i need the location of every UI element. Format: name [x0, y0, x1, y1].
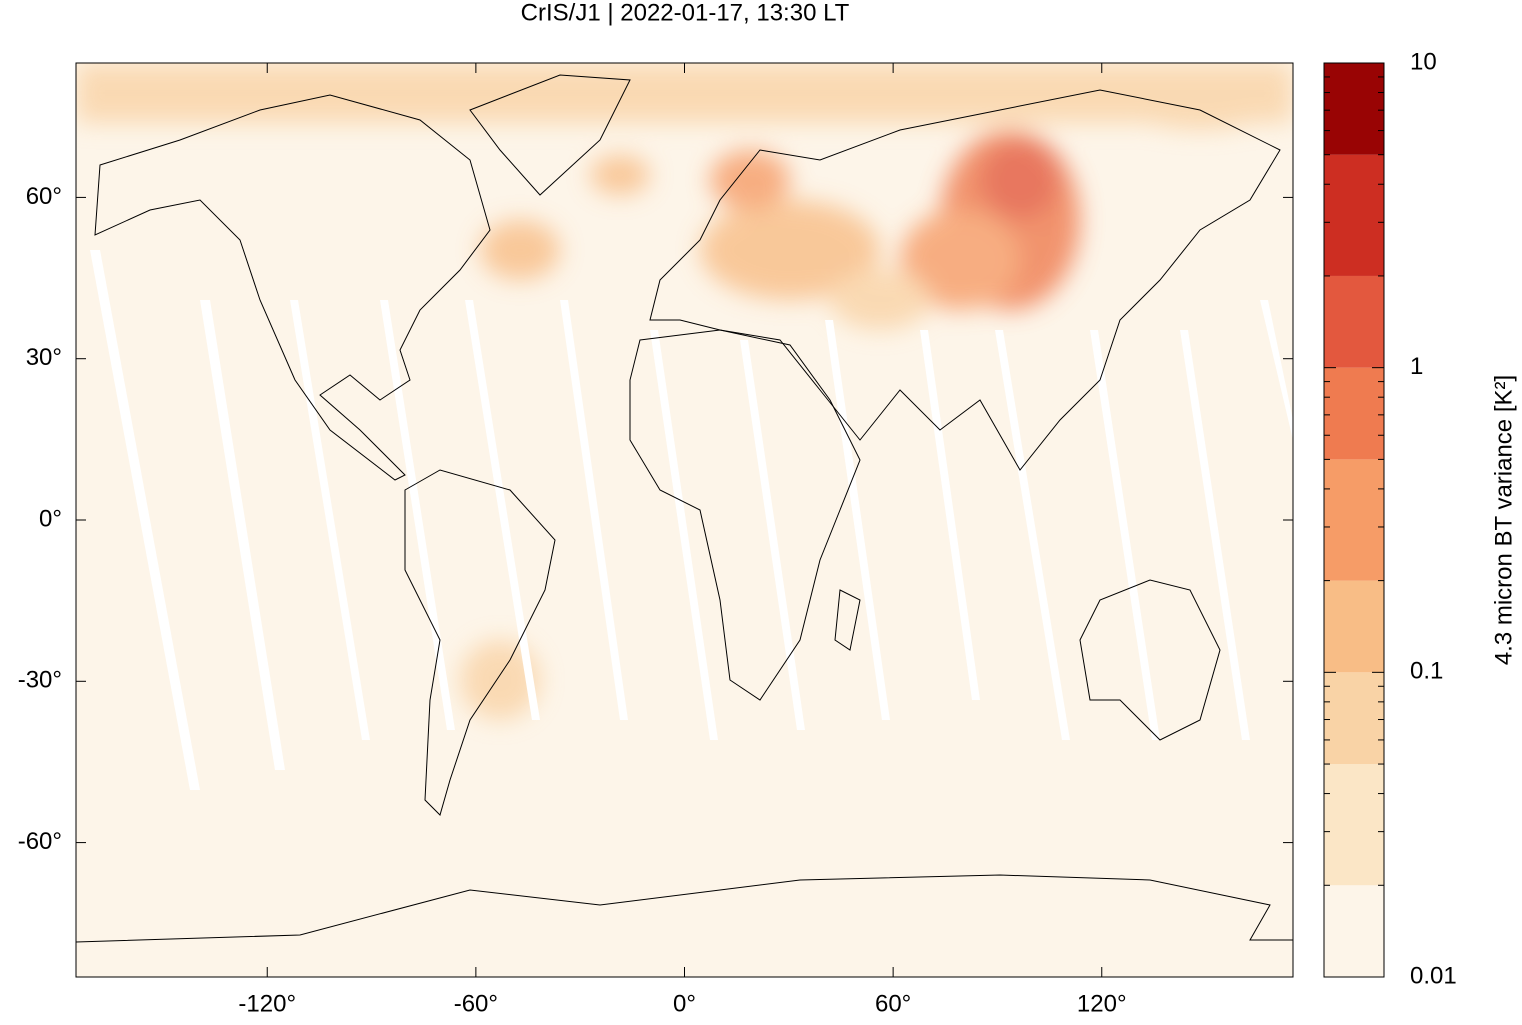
colorbar-band	[1324, 154, 1384, 276]
y-tick-label: -30°	[18, 667, 62, 694]
x-tick-label: 120°	[1077, 990, 1127, 1017]
x-tick-label: -60°	[454, 990, 498, 1017]
y-tick-label: 30°	[26, 344, 62, 371]
x-tick-label: -120°	[238, 990, 296, 1017]
x-tick-label: 60°	[875, 990, 911, 1017]
colorbar-band	[1324, 885, 1384, 977]
x-tick-label: 0°	[673, 990, 696, 1017]
colorbar-tick-label: 1	[1410, 353, 1423, 380]
colorbar-band	[1324, 459, 1384, 581]
colorbar-band	[1324, 764, 1384, 886]
colorbar-label: 4.3 micron BT variance [K²]	[1490, 375, 1517, 665]
chart-title: CrIS/J1 | 2022-01-17, 13:30 LT	[521, 0, 850, 26]
colorbar-band	[1324, 367, 1384, 460]
colorbar-tick-label: 0.1	[1410, 658, 1443, 685]
colorbar-frame	[1323, 62, 1385, 978]
y-tick-label: 0°	[39, 505, 62, 532]
map-field	[76, 63, 1293, 977]
coastlines	[76, 74, 1293, 943]
colorbar-band	[1324, 672, 1384, 765]
y-tick-label: 60°	[26, 183, 62, 210]
data-gaps	[90, 250, 1293, 790]
colorbar-band	[1324, 275, 1384, 368]
colorbar-tick-label: 0.01	[1410, 962, 1457, 989]
colorbar-band	[1324, 63, 1384, 155]
colorbar-band	[1324, 580, 1384, 673]
variance-blobs	[76, 63, 1293, 720]
y-tick-label: -60°	[18, 828, 62, 855]
colorbar-tick-label: 10	[1410, 48, 1437, 75]
